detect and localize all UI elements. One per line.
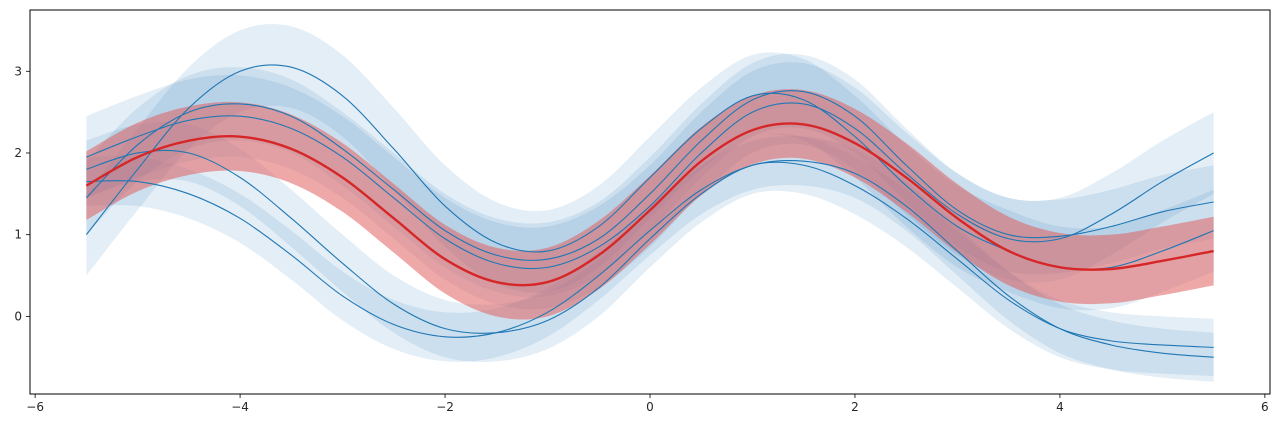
y-tick-label: 0 (14, 309, 22, 323)
sample-line-5 (86, 159, 1214, 358)
confidence-bands (86, 24, 1214, 382)
sample-band-2 (86, 53, 1214, 298)
sample-line-3 (86, 102, 1214, 270)
mean-band (86, 89, 1214, 320)
y-tick-label: 1 (14, 228, 22, 242)
series-lines (85, 64, 1214, 358)
x-tick-label: −6 (26, 400, 44, 414)
y-tick-label: 2 (14, 146, 22, 160)
x-tick-label: −2 (436, 400, 454, 414)
x-tick-label: 2 (851, 400, 859, 414)
sample-band-5 (86, 136, 1214, 382)
x-tick-label: −4 (231, 400, 249, 414)
sample-line-4 (86, 149, 1214, 348)
x-tick-label: 0 (646, 400, 654, 414)
x-axis-ticks: −6 −4 −2 0 2 4 6 (26, 394, 1269, 414)
x-tick-label: 4 (1056, 400, 1064, 414)
mean-line (85, 122, 1214, 287)
y-tick-label: 3 (14, 64, 22, 78)
y-axis-ticks: 0 1 2 3 (14, 64, 30, 323)
sample-line-2 (85, 90, 1214, 261)
x-tick-label: 6 (1261, 400, 1269, 414)
